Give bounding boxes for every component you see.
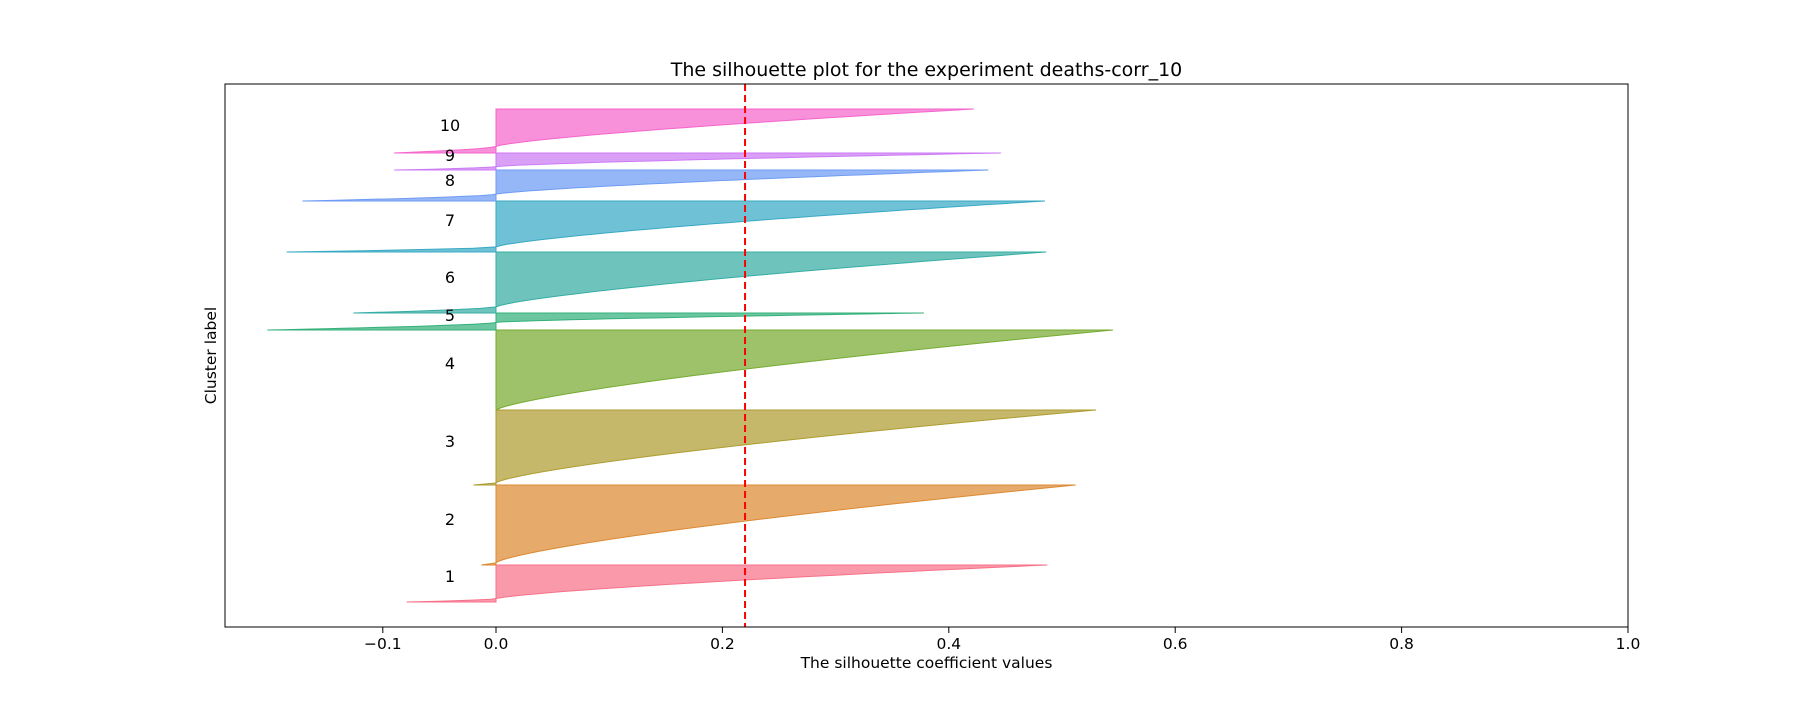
cluster-label-7: 7 bbox=[445, 211, 455, 230]
cluster-label-6: 6 bbox=[445, 268, 455, 287]
y-axis-label: Cluster label bbox=[202, 307, 220, 404]
cluster-label-10: 10 bbox=[440, 116, 460, 135]
x-tick-label: −0.1 bbox=[364, 635, 402, 653]
x-axis-ticks: −0.1 0.0 0.2 0.4 0.6 0.8 1.0 bbox=[364, 627, 1640, 653]
chart-title: The silhouette plot for the experiment d… bbox=[670, 59, 1183, 81]
cluster-band-4 bbox=[495, 329, 1113, 411]
cluster-bands bbox=[267, 108, 1113, 603]
x-tick-label: 0.8 bbox=[1389, 635, 1414, 653]
plot-frame bbox=[224, 83, 1629, 628]
cluster-label-8: 8 bbox=[445, 171, 455, 190]
cluster-labels: 1 2 3 4 5 6 7 8 9 10 bbox=[440, 116, 460, 586]
x-tick-label: 1.0 bbox=[1616, 635, 1641, 653]
cluster-band-7 bbox=[286, 200, 1046, 253]
x-axis-label: The silhouette coefficient values bbox=[800, 654, 1053, 672]
cluster-label-1: 1 bbox=[445, 567, 455, 586]
cluster-label-5: 5 bbox=[445, 306, 455, 325]
cluster-band-8 bbox=[302, 169, 989, 202]
x-tick-label: 0.6 bbox=[1163, 635, 1188, 653]
cluster-band-2 bbox=[481, 484, 1076, 566]
x-tick-label: 0.2 bbox=[710, 635, 735, 653]
cluster-band-3 bbox=[473, 409, 1097, 486]
cluster-band-6 bbox=[353, 251, 1047, 314]
cluster-band-1 bbox=[406, 564, 1048, 603]
cluster-band-10 bbox=[394, 108, 974, 154]
cluster-label-9: 9 bbox=[445, 146, 455, 165]
x-tick-label: 0.0 bbox=[484, 635, 509, 653]
cluster-label-2: 2 bbox=[445, 510, 455, 529]
cluster-band-5 bbox=[267, 312, 924, 331]
cluster-label-3: 3 bbox=[445, 432, 455, 451]
cluster-label-4: 4 bbox=[445, 354, 455, 373]
cluster-band-9 bbox=[394, 152, 1001, 171]
x-tick-label: 0.4 bbox=[936, 635, 961, 653]
